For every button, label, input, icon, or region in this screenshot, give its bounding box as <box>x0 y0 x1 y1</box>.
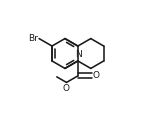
Text: Br: Br <box>28 34 38 43</box>
Text: O: O <box>63 84 69 93</box>
Text: O: O <box>93 71 100 80</box>
Text: N: N <box>75 50 82 59</box>
